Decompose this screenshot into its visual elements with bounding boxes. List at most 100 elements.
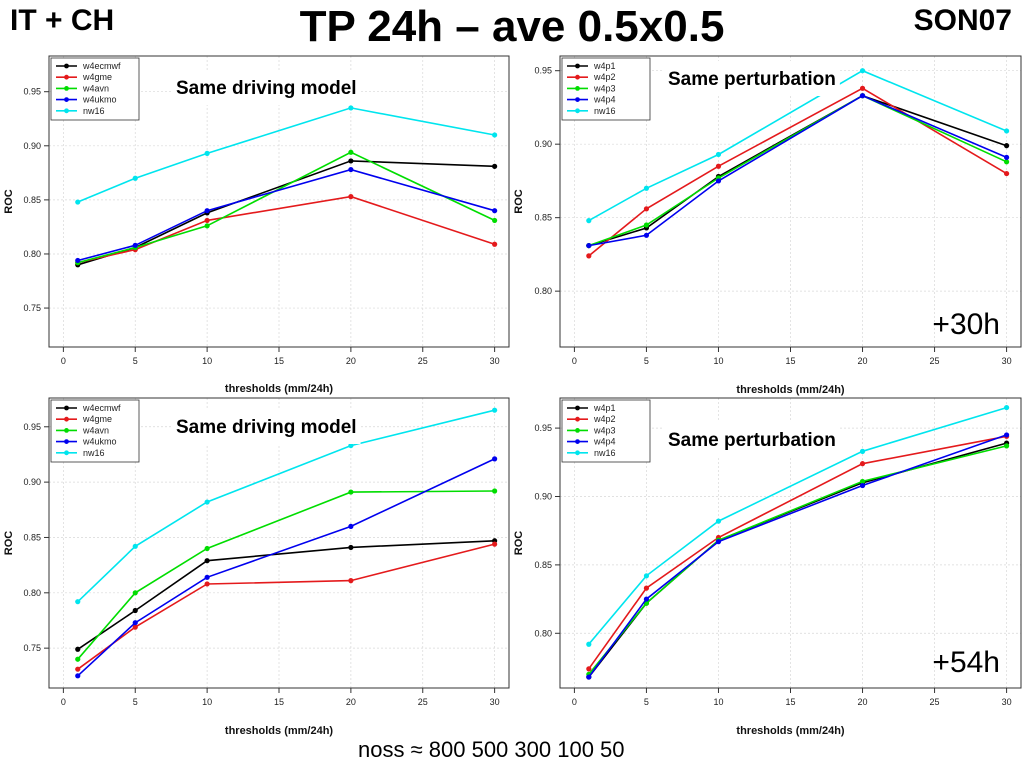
x-tick-label: 5 <box>133 356 138 366</box>
data-point-w4ecmwf <box>75 646 81 652</box>
data-point-w4gme <box>492 541 498 547</box>
data-point-nw16 <box>492 132 498 138</box>
x-tick-label: 30 <box>490 356 500 366</box>
legend-swatch-point <box>64 450 69 456</box>
legend-label: w4gme <box>82 72 112 82</box>
data-point-nw16 <box>348 442 354 449</box>
chart-title: Same perturbation <box>668 69 836 90</box>
data-point-w4gme <box>75 666 81 672</box>
data-point-w4p2 <box>643 206 650 212</box>
data-point-w4ukmo <box>75 257 81 264</box>
data-point-w4ukmo <box>492 208 498 214</box>
data-point-w4gme <box>348 194 354 200</box>
y-tick-label: 0.85 <box>534 560 552 570</box>
legend-swatch-point <box>575 416 580 422</box>
y-tick-label: 0.85 <box>534 213 552 223</box>
x-tick-label: 10 <box>202 356 212 366</box>
data-point-w4p2 <box>586 666 592 672</box>
x-tick-label: 0 <box>572 356 577 366</box>
x-tick-label: 15 <box>785 697 795 707</box>
data-point-w4ukmo <box>132 620 138 626</box>
data-point-w4p2 <box>859 85 866 91</box>
data-point-w4ukmo <box>204 208 210 214</box>
legend-label: w4p1 <box>593 61 616 71</box>
data-point-w4p3 <box>1003 159 1010 165</box>
y-tick-label: 0.90 <box>534 139 552 149</box>
data-point-nw16 <box>75 599 81 605</box>
y-tick-label: 0.80 <box>534 286 552 296</box>
data-point-w4ukmo <box>492 456 498 462</box>
data-point-w4p3 <box>1003 443 1010 449</box>
data-point-nw16 <box>204 150 210 156</box>
legend-label: nw16 <box>83 448 105 458</box>
legend-label: w4ecmwf <box>82 61 121 71</box>
legend-label: nw16 <box>83 106 105 116</box>
legend-label: w4ukmo <box>82 437 117 447</box>
data-point-w4ukmo <box>75 673 81 679</box>
data-point-nw16 <box>348 105 354 111</box>
data-point-nw16 <box>204 499 210 505</box>
data-point-w4gme <box>204 581 210 587</box>
x-tick-label: 20 <box>346 356 356 366</box>
data-point-w4p4 <box>586 242 592 249</box>
chart-title: Same driving model <box>176 78 357 99</box>
chart-title: Same driving model <box>176 417 357 438</box>
sample-size-note: noss ≈ 800 500 300 100 50 <box>358 737 625 762</box>
data-point-w4avn <box>75 656 81 662</box>
y-tick-label: 0.95 <box>534 423 552 433</box>
y-tick-label: 0.90 <box>23 141 41 151</box>
legend-swatch-point <box>575 63 580 69</box>
chart-title-backing <box>172 409 361 444</box>
x-axis-label: thresholds (mm/24h) <box>225 383 334 395</box>
data-point-nw16 <box>715 518 722 524</box>
x-tick-label: 5 <box>644 356 649 366</box>
data-point-w4ukmo <box>348 523 354 529</box>
chart-title: Same perturbation <box>668 430 836 451</box>
data-point-w4p4 <box>859 482 866 489</box>
data-point-w4ecmwf <box>132 607 138 614</box>
data-point-w4avn <box>132 590 138 596</box>
data-point-w4p3 <box>859 478 866 485</box>
data-point-w4gme <box>348 578 354 584</box>
y-tick-label: 0.80 <box>23 588 41 598</box>
data-point-w4avn <box>204 223 210 229</box>
x-tick-label: 10 <box>202 697 212 707</box>
data-point-w4ukmo <box>204 574 210 580</box>
legend-swatch-point <box>575 97 580 102</box>
data-point-nw16 <box>715 151 722 158</box>
data-point-w4p4 <box>586 674 592 680</box>
legend-label: w4p1 <box>593 403 616 413</box>
legend-label: w4gme <box>82 414 112 424</box>
legend-swatch-point <box>64 405 69 411</box>
legend-swatch-point <box>575 86 580 91</box>
data-point-w4avn <box>348 489 354 495</box>
data-point-nw16 <box>586 641 592 647</box>
data-point-w4p2 <box>715 163 722 169</box>
chart-title-backing <box>664 422 840 457</box>
y-tick-label: 0.75 <box>23 643 41 653</box>
x-tick-label: 20 <box>858 697 868 707</box>
data-point-nw16 <box>643 185 650 191</box>
x-axis-label: thresholds (mm/24h) <box>736 725 845 737</box>
y-tick-label: 0.95 <box>534 66 552 76</box>
legend-swatch-point <box>575 74 580 80</box>
y-tick-label: 0.75 <box>23 303 41 313</box>
series-line-w4p2 <box>588 435 1007 670</box>
x-tick-label: 5 <box>644 697 649 707</box>
y-axis-label: ROC <box>3 189 15 214</box>
legend-label: w4p2 <box>593 72 616 82</box>
legend-swatch-point <box>64 439 69 444</box>
series-line-w4p4 <box>588 434 1007 678</box>
data-point-w4p4 <box>643 232 650 238</box>
y-axis-label: ROC <box>513 189 525 214</box>
x-axis-label: thresholds (mm/24h) <box>736 384 845 396</box>
data-point-w4p4 <box>715 539 722 545</box>
data-point-w4avn <box>492 488 498 494</box>
legend-label: w4p3 <box>593 83 616 93</box>
legend-label: w4avn <box>82 83 109 93</box>
data-point-w4p4 <box>859 93 866 99</box>
lead-time-label: +54h <box>932 646 1000 679</box>
